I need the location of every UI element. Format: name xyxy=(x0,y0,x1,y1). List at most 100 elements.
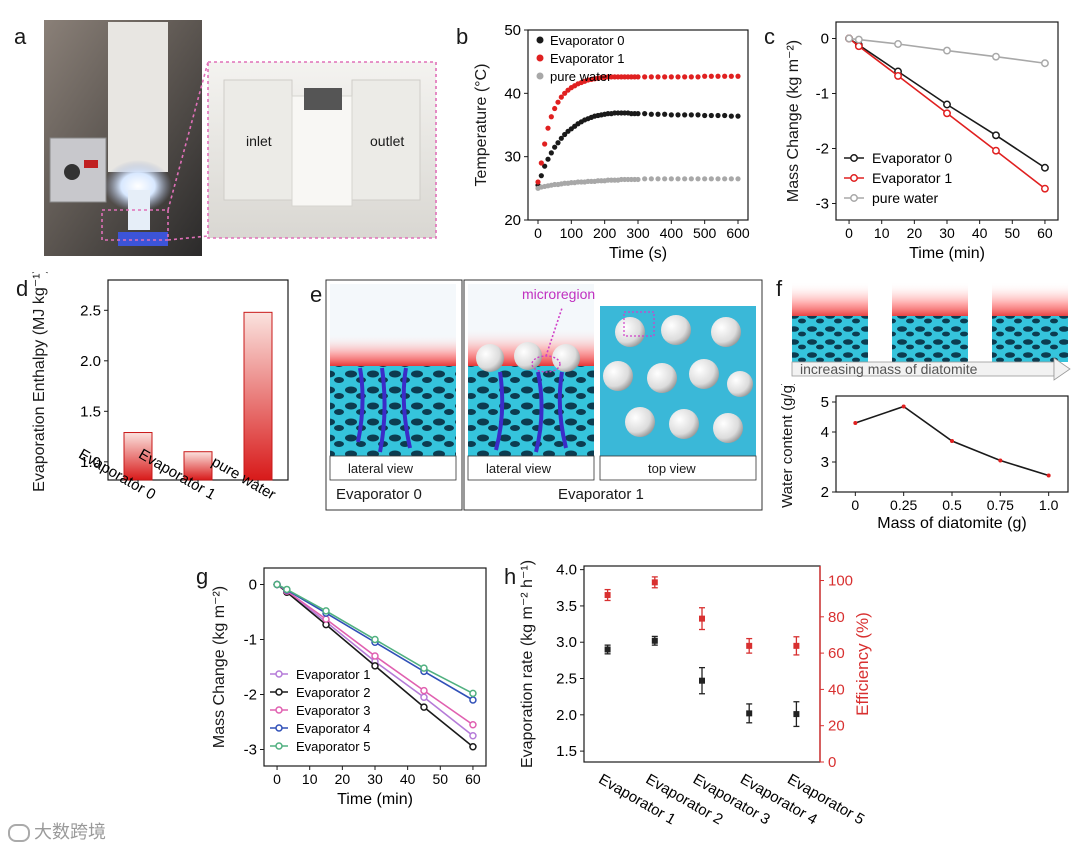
panel-a: a inlet outlet xyxy=(0,0,450,262)
x-tick-label: 500 xyxy=(693,225,717,241)
data-point xyxy=(469,689,477,698)
y-axis-label: Temperature (°C) xyxy=(473,64,490,187)
data-point xyxy=(668,74,674,80)
data-point xyxy=(420,693,428,701)
panel-d: d 1.0 1.5 2.0 2.5 Evaporation Enthalpy (MJ k… xyxy=(0,272,300,562)
x-tick-label: 10 xyxy=(874,225,890,241)
y-tick-label: -3 xyxy=(244,742,257,759)
data-point xyxy=(1040,184,1049,193)
evaporator1-porous xyxy=(468,366,594,456)
data-point xyxy=(1046,473,1051,478)
y-axis-label: Mass Change (kg m⁻²) xyxy=(785,40,802,202)
legend-marker xyxy=(850,194,858,202)
data-point xyxy=(635,111,641,117)
legend-label: Evaporator 4 xyxy=(296,721,370,736)
legend-label: Evaporator 0 xyxy=(550,33,624,48)
data-point xyxy=(688,74,694,80)
x-tick-label: 0.5 xyxy=(942,497,962,513)
data-point xyxy=(702,176,708,182)
efficiency-point xyxy=(699,615,705,622)
y-right-tick-label: 60 xyxy=(828,645,845,662)
legend-label: Evaporator 2 xyxy=(296,685,370,700)
panel-f-illustration xyxy=(791,282,1071,381)
diatomite-sample-1 xyxy=(792,316,868,362)
x-tick-label: 60 xyxy=(465,771,481,787)
y-right-tick-label: 40 xyxy=(828,681,845,698)
x-tick-label: 200 xyxy=(593,225,617,241)
data-point xyxy=(562,131,568,138)
data-point xyxy=(682,112,688,118)
data-point xyxy=(728,113,734,119)
x-tick-label: 60 xyxy=(1037,225,1053,241)
plot-frame xyxy=(583,565,821,763)
data-point xyxy=(735,73,741,79)
data-point xyxy=(420,686,428,695)
panel-h: h 1.5 2.0 2.5 3.0 3.5 4.0 0 20 40 60 80 100 Evaporat… xyxy=(500,556,900,846)
data-point xyxy=(635,74,641,80)
x-tick-label: 0.75 xyxy=(987,497,1014,513)
data-point xyxy=(675,176,681,182)
rate-point xyxy=(651,637,658,644)
data-point xyxy=(662,176,668,182)
panel-f: f increasing mass of diatomite 0 0.25 0.5 0… xyxy=(770,272,1080,532)
data-point xyxy=(682,176,688,182)
x-axis-label: Mass of diatomite (g) xyxy=(877,515,1026,532)
bar xyxy=(123,432,153,481)
legend-label: Evaporator 1 xyxy=(872,170,952,186)
data-point xyxy=(853,421,858,425)
diatomite-sample-3-heat xyxy=(992,282,1068,318)
data-point xyxy=(894,71,902,80)
y-tick-label: -3 xyxy=(816,196,829,213)
efficiency-point xyxy=(746,642,753,649)
panel-e: e xyxy=(300,272,768,522)
data-point xyxy=(469,696,477,704)
data-point xyxy=(558,94,564,100)
y-tick-label: 5 xyxy=(821,394,829,411)
data-point xyxy=(943,100,951,109)
chart-g: 0 10 20 30 40 50 60 0 -1 -2 -3 Time (min) Mass Chang… xyxy=(211,567,487,808)
chart-f: 0 0.25 0.5 0.75 1.0 2 3 4 5 Mass of diatomite (g)… xyxy=(779,384,1069,532)
lateral-view-label-1: lateral view xyxy=(486,461,552,476)
chart-d: 1.0 1.5 2.0 2.5 Evaporation Enthalpy (MJ kg⁻… xyxy=(31,272,289,503)
data-point xyxy=(283,585,291,594)
zoom-line-top xyxy=(167,61,209,211)
y-right-tick-label: 80 xyxy=(828,609,845,626)
increase-arrow-head xyxy=(1053,357,1071,381)
lateral-view-label-0: lateral view xyxy=(348,461,414,476)
microregion-label: microregion xyxy=(522,286,596,302)
y-tick-label: 2.0 xyxy=(80,353,101,370)
data-point xyxy=(642,74,648,80)
data-point xyxy=(648,74,654,80)
y-tick-label: 3.0 xyxy=(556,634,577,651)
x-tick-label: 0 xyxy=(273,771,281,787)
y-tick-label: 3.5 xyxy=(556,598,577,615)
data-point xyxy=(662,111,668,117)
control-display xyxy=(84,160,98,168)
y-tick-label: 4 xyxy=(821,424,829,441)
rate-point xyxy=(699,677,705,684)
panel-letter-c: c xyxy=(764,24,775,49)
data-point xyxy=(548,150,554,156)
data-point xyxy=(682,74,688,80)
legend-marker xyxy=(536,72,544,80)
diatomite-sample-2 xyxy=(892,316,968,362)
data-point xyxy=(1040,59,1049,68)
y-tick-label: 0 xyxy=(821,31,829,48)
legend-marker xyxy=(850,174,858,182)
data-point xyxy=(642,176,648,182)
panel-letter-g: g xyxy=(196,564,209,589)
data-point xyxy=(735,176,741,182)
zoom-line-bottom xyxy=(167,235,209,241)
data-point xyxy=(542,163,548,169)
instrument-tower xyxy=(108,22,168,172)
data-point xyxy=(992,52,1000,61)
x-tick-label: 0 xyxy=(845,225,853,241)
rate-point xyxy=(746,710,753,717)
y-right-tick-label: 0 xyxy=(828,754,836,771)
data-point xyxy=(558,135,564,141)
legend-marker xyxy=(536,54,544,62)
chamber-left xyxy=(223,79,293,201)
data-point xyxy=(695,176,701,182)
data-point xyxy=(552,105,558,112)
watermark-text: 大数跨境 xyxy=(34,822,106,842)
